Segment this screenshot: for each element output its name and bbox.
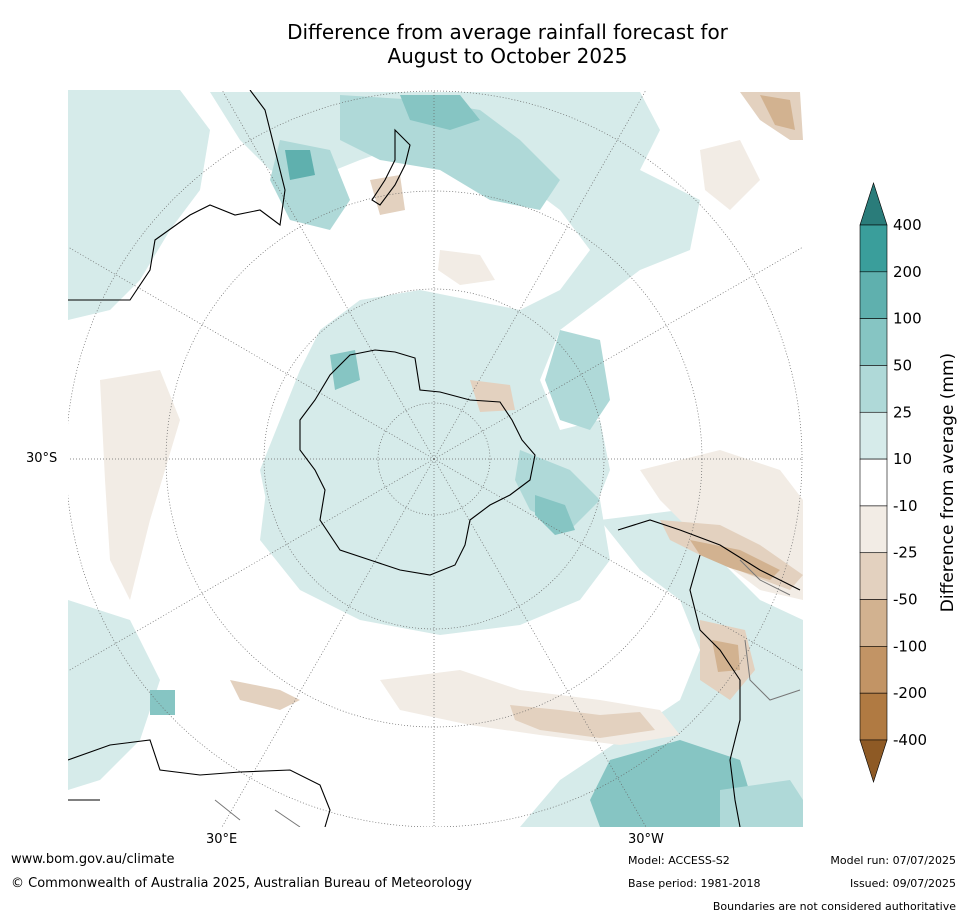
- base-period-text: Base period: 1981-2018: [628, 877, 761, 890]
- colorbar-segment: [859, 458, 888, 507]
- colorbar-axis-label: Difference from average (mm): [938, 353, 958, 612]
- colorbar-segment: [859, 646, 888, 694]
- colorbar-segment: [859, 271, 888, 319]
- wet-anomaly-areas: [68, 90, 803, 827]
- africa-coastline: [68, 739, 331, 827]
- graticule: [68, 90, 803, 827]
- south-america-coastline: [617, 519, 801, 827]
- colorbar: 400 200 100 50 25 10 -10 -25 -50 -100 -200 -400 Diff…: [859, 182, 958, 783]
- map-title: Difference from average rainfall forecas…: [0, 20, 965, 68]
- map-panel: [68, 90, 803, 827]
- colorbar-segment: [859, 318, 888, 366]
- colorbar-tick-label: 400: [893, 216, 922, 234]
- colorbar-segment: [859, 411, 888, 460]
- model-text: Model: ACCESS-S2: [628, 854, 730, 867]
- colorbar-tick-label: -25: [893, 544, 918, 562]
- antarctica-coastline: [299, 349, 536, 576]
- colorbar-segment: [859, 552, 888, 600]
- colorbar-tick-label: 100: [893, 310, 922, 328]
- colorbar-tick-label: -400: [893, 731, 927, 749]
- colorbar-tick-label: 10: [893, 450, 912, 468]
- colorbar-tick-label: -50: [893, 591, 918, 609]
- colorbar-segment: [859, 365, 888, 413]
- website-text: www.bom.gov.au/climate: [11, 852, 175, 867]
- colorbar-tick-label: -200: [893, 684, 927, 702]
- australia-coastline: [68, 90, 286, 301]
- title-line-1: Difference from average rainfall forecas…: [287, 20, 728, 44]
- colorbar-tick-label: -10: [893, 497, 918, 515]
- colorbar-tick-label: 50: [893, 356, 912, 374]
- model-run-text: Model run: 07/07/2025: [830, 854, 956, 867]
- colorbar-tick-label: 200: [893, 263, 922, 281]
- issued-text: Issued: 09/07/2025: [849, 877, 956, 890]
- copyright-text: © Commonwealth of Australia 2025, Austra…: [11, 876, 472, 891]
- country-borders: [214, 559, 801, 827]
- colorbar-segment: [859, 224, 888, 273]
- lon-label-30w: 30°W: [628, 832, 664, 847]
- dry-anomaly-areas: [100, 92, 803, 745]
- colorbar-min-triangle: [859, 739, 888, 783]
- title-line-2: August to October 2025: [387, 44, 628, 68]
- colorbar-max-triangle: [859, 182, 888, 226]
- colorbar-segment: [859, 692, 888, 741]
- lon-label-30e: 30°E: [206, 832, 238, 847]
- lat-label-30s: 30°S: [26, 451, 58, 466]
- new-zealand-coastline: [371, 128, 411, 206]
- colorbar-segment: [859, 505, 888, 554]
- colorbar-tick-label: 25: [893, 403, 912, 421]
- disclaimer-text: Boundaries are not considered authoritat…: [712, 900, 956, 913]
- colorbar-tick-label: -100: [893, 637, 927, 655]
- coastlines: [68, 90, 801, 827]
- colorbar-segment: [859, 599, 888, 647]
